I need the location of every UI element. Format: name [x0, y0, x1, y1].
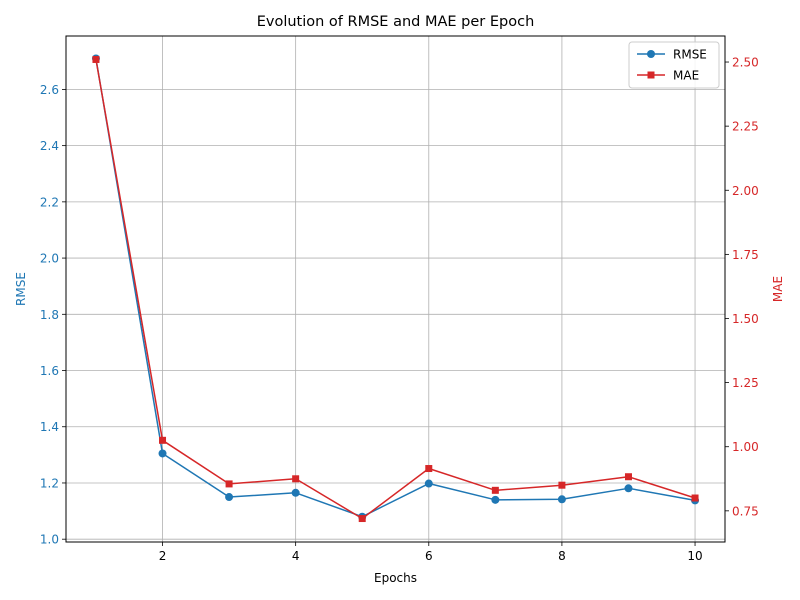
mae-point [491, 486, 499, 494]
y-left-axis-title: RMSE [14, 272, 28, 306]
grid [66, 36, 725, 542]
x-tick-label: 10 [687, 549, 702, 563]
y-right-tick-label: 1.75 [732, 248, 759, 262]
legend-mae-marker [647, 71, 655, 79]
x-tick-label: 4 [292, 549, 300, 563]
rmse-point [225, 493, 234, 502]
rmse-point [491, 495, 500, 504]
y-left-tick-label: 1.2 [40, 476, 59, 490]
plot-frame [65, 35, 726, 543]
mae-point [159, 436, 167, 444]
mae-point [425, 465, 433, 473]
y-right-tick-label: 2.50 [732, 56, 759, 70]
mae-point [691, 494, 699, 502]
mae-point [292, 475, 300, 483]
rmse-point [424, 479, 433, 488]
legend-rmse-marker [647, 50, 655, 58]
y-left-tick-label: 1.6 [40, 364, 59, 378]
mae-line [95, 59, 696, 520]
y-right-tick-label: 1.00 [732, 440, 759, 454]
rmse-point [557, 495, 566, 504]
rmse-point [158, 449, 167, 458]
y-left-tick-label: 2.2 [40, 195, 59, 209]
y-left-tick-label: 2.6 [40, 83, 59, 97]
y-right-tick-label: 1.25 [732, 376, 759, 390]
rmse-point [624, 484, 633, 493]
x-tick-label: 6 [425, 549, 433, 563]
rmse-line [95, 58, 696, 518]
mae-point [558, 481, 566, 489]
y-right-tick-label: 2.25 [732, 120, 759, 134]
y-left-tick-label: 1.0 [40, 533, 59, 547]
mae-point [358, 515, 366, 523]
y-left-tick-label: 2.0 [40, 252, 59, 266]
y-right-tick-label: 1.50 [732, 312, 759, 326]
y-right-axis-title: MAE [771, 276, 785, 302]
axes: 2 4 6 8 10 1.0 1.2 1.4 1.6 1.8 2.0 2.2 2.4 2.6 0.75 1.0… [40, 56, 759, 563]
series-layer [91, 54, 700, 523]
rmse-point [291, 488, 300, 497]
y-left-tick-label: 1.8 [40, 308, 59, 322]
y-left-tick-label: 1.4 [40, 420, 59, 434]
mae-point [92, 55, 100, 63]
y-right-tick-label: 2.00 [732, 184, 759, 198]
mae-point [225, 480, 233, 488]
x-tick-label: 2 [159, 549, 167, 563]
y-left-tick-label: 2.4 [40, 139, 59, 153]
y-right-tick-label: 0.75 [732, 504, 759, 518]
legend-mae-label: MAE [673, 69, 699, 83]
legend: RMSE MAE [628, 41, 720, 89]
chart-title: Evolution of RMSE and MAE per Epoch [257, 14, 535, 30]
x-tick-label: 8 [558, 549, 566, 563]
x-axis-title: Epochs [374, 571, 417, 585]
mae-point [624, 473, 632, 481]
legend-rmse-label: RMSE [673, 48, 707, 62]
